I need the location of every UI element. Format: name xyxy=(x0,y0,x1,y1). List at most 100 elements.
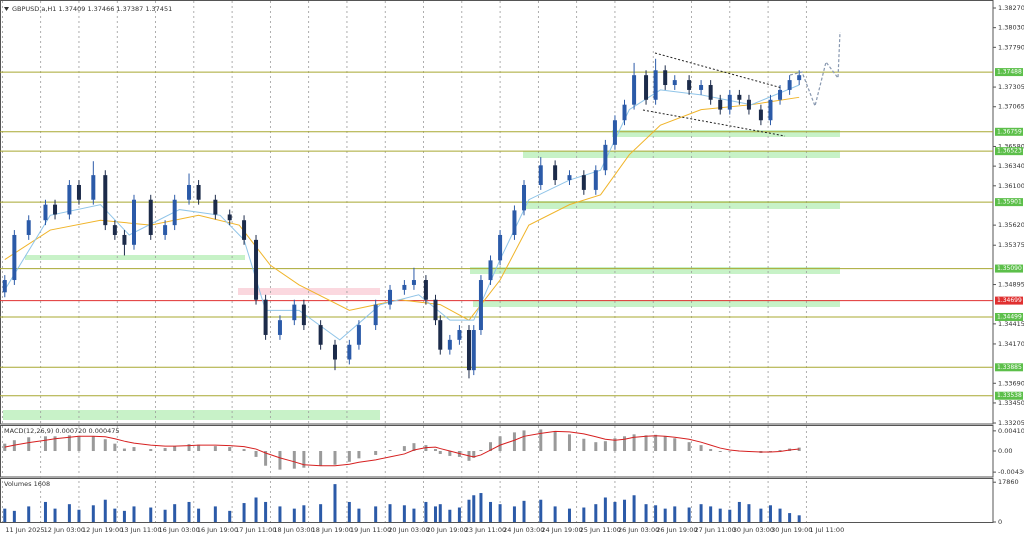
candle-body xyxy=(603,144,608,171)
macd-bar xyxy=(613,438,617,452)
volume-bar xyxy=(67,504,71,522)
candle-body xyxy=(708,85,713,100)
candle-body xyxy=(227,214,232,221)
volume-bar xyxy=(728,509,732,522)
macd-bar xyxy=(278,451,282,470)
volume-bar xyxy=(472,495,476,522)
candle-body xyxy=(672,80,677,86)
volume-bar xyxy=(788,513,792,522)
candle-body xyxy=(433,299,438,321)
volume-bar xyxy=(412,508,416,522)
level-tag xyxy=(995,312,1023,321)
volume-bar xyxy=(91,505,95,522)
candle-body xyxy=(644,75,649,100)
volume-bar xyxy=(374,506,378,522)
volume-bar xyxy=(3,508,7,522)
macd-bar xyxy=(498,436,502,452)
y-tick-label: 1.35620 xyxy=(998,221,1024,229)
volume-bar xyxy=(278,506,282,522)
volume-bar xyxy=(768,505,772,522)
moving-average xyxy=(4,96,800,321)
y-tick-label: 1.35375 xyxy=(998,241,1024,249)
candle-body xyxy=(373,304,378,326)
volume-bar xyxy=(747,504,751,522)
volume-bar xyxy=(12,510,16,522)
volume-bar xyxy=(479,493,483,522)
candle-body xyxy=(758,109,763,121)
macd-bar xyxy=(663,436,667,452)
volume-bar xyxy=(122,510,126,522)
y-tick-label: 17860 xyxy=(998,478,1019,486)
zone xyxy=(612,130,840,137)
y-tick-label: 1.33450 xyxy=(998,399,1024,407)
candle-body xyxy=(263,299,268,335)
candle-body xyxy=(163,225,168,235)
level-tag xyxy=(995,198,1023,207)
level-tag xyxy=(995,264,1023,273)
macd-bar xyxy=(67,435,71,452)
macd-bar xyxy=(357,451,361,459)
macd-bar xyxy=(654,434,658,452)
volume-bar xyxy=(448,509,452,522)
macd-bar xyxy=(254,451,258,457)
level-label: 1.35090 xyxy=(997,265,1022,272)
candle-body xyxy=(478,280,483,331)
macd-bar xyxy=(122,448,126,452)
zone xyxy=(3,410,380,420)
candle-body xyxy=(687,80,692,90)
macd-bar xyxy=(113,443,117,452)
volume-bar xyxy=(489,501,493,522)
volume-bar xyxy=(644,504,648,522)
volume-bar xyxy=(302,505,306,522)
candle-body xyxy=(91,175,96,200)
volume-bar xyxy=(228,510,232,522)
x-tick-label: 30 Jun 03:00 xyxy=(733,526,774,534)
y-tick-label: 1.37065 xyxy=(998,103,1024,111)
level-label: 1.33538 xyxy=(997,392,1022,399)
volume-bar xyxy=(687,507,691,522)
candle-body xyxy=(254,239,259,300)
volume-bar xyxy=(512,506,516,522)
volume-bar xyxy=(264,501,268,522)
volume-bar xyxy=(357,508,361,522)
candle-body xyxy=(43,204,48,221)
candle-body xyxy=(663,70,668,86)
macd-bar xyxy=(173,446,177,452)
moving-average xyxy=(4,84,800,341)
panel-title: MACD(12,26,9) 0.000720 0.000475 xyxy=(4,427,120,435)
macd-bar xyxy=(347,451,351,462)
volume-bar xyxy=(103,499,107,522)
level-label: 1.33885 xyxy=(997,364,1022,371)
y-tick-label: 1.33690 xyxy=(998,379,1024,387)
volume-bar xyxy=(388,504,392,522)
macd-bar xyxy=(623,436,627,452)
zone xyxy=(470,267,840,274)
volume-bar xyxy=(347,501,351,522)
chart-title: GBPUSD.a,H1 1.37409 1.37466 1.37387 1.37… xyxy=(12,5,172,13)
candle-body xyxy=(746,99,751,110)
x-tick-label: 25 Jun 11:00 xyxy=(580,526,621,534)
volume-bar xyxy=(53,508,57,522)
macd-bar xyxy=(319,451,323,466)
candle-body xyxy=(538,165,543,185)
x-tick-label: 17 Jun 11:00 xyxy=(235,526,276,534)
x-tick-label: 19 Jun 11:00 xyxy=(350,526,391,534)
candle-body xyxy=(411,280,416,285)
candle-body xyxy=(122,234,127,245)
trend-line xyxy=(654,52,783,89)
candle-body xyxy=(213,199,218,215)
macd-bar xyxy=(213,446,217,452)
y-tick-label: 1.34170 xyxy=(998,340,1024,348)
candle-body xyxy=(277,320,282,335)
volume-bar xyxy=(623,499,627,522)
macd-bar xyxy=(709,449,713,452)
candle-body xyxy=(737,94,742,100)
volume-bar xyxy=(582,507,586,522)
macd-bar xyxy=(53,436,57,452)
macd-bar xyxy=(632,434,636,452)
y-tick-label: 1.36100 xyxy=(998,182,1024,190)
candle-body xyxy=(148,199,153,235)
zone xyxy=(473,300,840,307)
macd-bar xyxy=(333,451,337,465)
macd-bar xyxy=(594,442,598,452)
